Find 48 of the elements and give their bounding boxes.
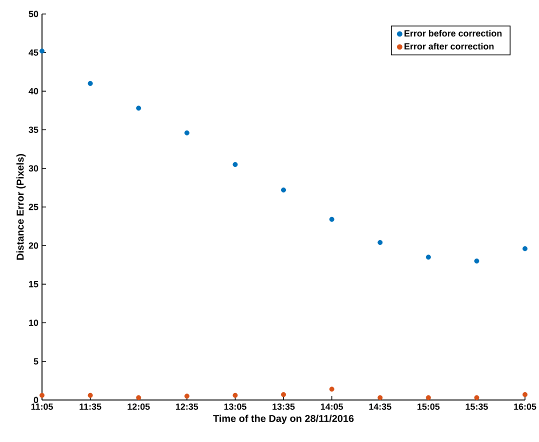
legend-label: Error before correction: [404, 30, 502, 37]
y-tick-label: 10: [29, 320, 38, 326]
point: [281, 392, 286, 398]
x-tick-label: 16:05: [514, 404, 536, 410]
point: [378, 240, 383, 245]
point: [40, 392, 45, 398]
point: [40, 48, 45, 54]
x-tick-label: 13:05: [224, 404, 246, 410]
x-tick-label: 14:05: [320, 404, 344, 410]
point: [136, 106, 142, 111]
x-tick-label: 11:35: [80, 404, 102, 410]
y-tick-label: 20: [28, 242, 38, 249]
point: [184, 394, 190, 399]
point: [378, 395, 383, 400]
legend-label: Error after correction: [404, 42, 494, 50]
x-tick-label: 12:35: [176, 404, 198, 410]
y-tick-label: 35: [28, 126, 38, 133]
point: [88, 80, 93, 86]
x-tick-label: 15:05: [418, 404, 440, 410]
x-tick-label: 14:35: [369, 404, 392, 410]
y-axis-title: Distance Error (Pixels): [16, 154, 26, 260]
point: [474, 258, 480, 264]
point: [522, 246, 528, 252]
point: [426, 254, 431, 260]
x-tick-label: 12:05: [128, 404, 150, 410]
x-tick-label: 13:35: [272, 404, 295, 410]
x-axis-title: Time of the Day on 28/11/2016: [213, 414, 354, 424]
y-tick-label: 45: [28, 49, 38, 56]
y-tick-label: 50: [28, 10, 38, 18]
y-tick-label: 5: [34, 358, 38, 365]
point: [232, 162, 238, 168]
point: [474, 395, 480, 400]
point: [88, 392, 93, 398]
point: [232, 392, 238, 398]
x-tick-label: 15:35: [466, 404, 488, 410]
point: [184, 130, 190, 136]
point: [329, 386, 334, 392]
y-tick-label: 0: [34, 396, 38, 404]
point: [136, 395, 142, 400]
point: [426, 395, 431, 400]
point: [522, 392, 528, 398]
x-tick-label: 11:05: [31, 404, 53, 410]
point: [281, 188, 286, 192]
y-tick-label: 30: [28, 165, 38, 172]
y-tick-label: 40: [28, 88, 38, 94]
y-tick-label: 15: [29, 281, 38, 288]
point: [329, 216, 334, 222]
y-tick-label: 25: [28, 204, 38, 210]
